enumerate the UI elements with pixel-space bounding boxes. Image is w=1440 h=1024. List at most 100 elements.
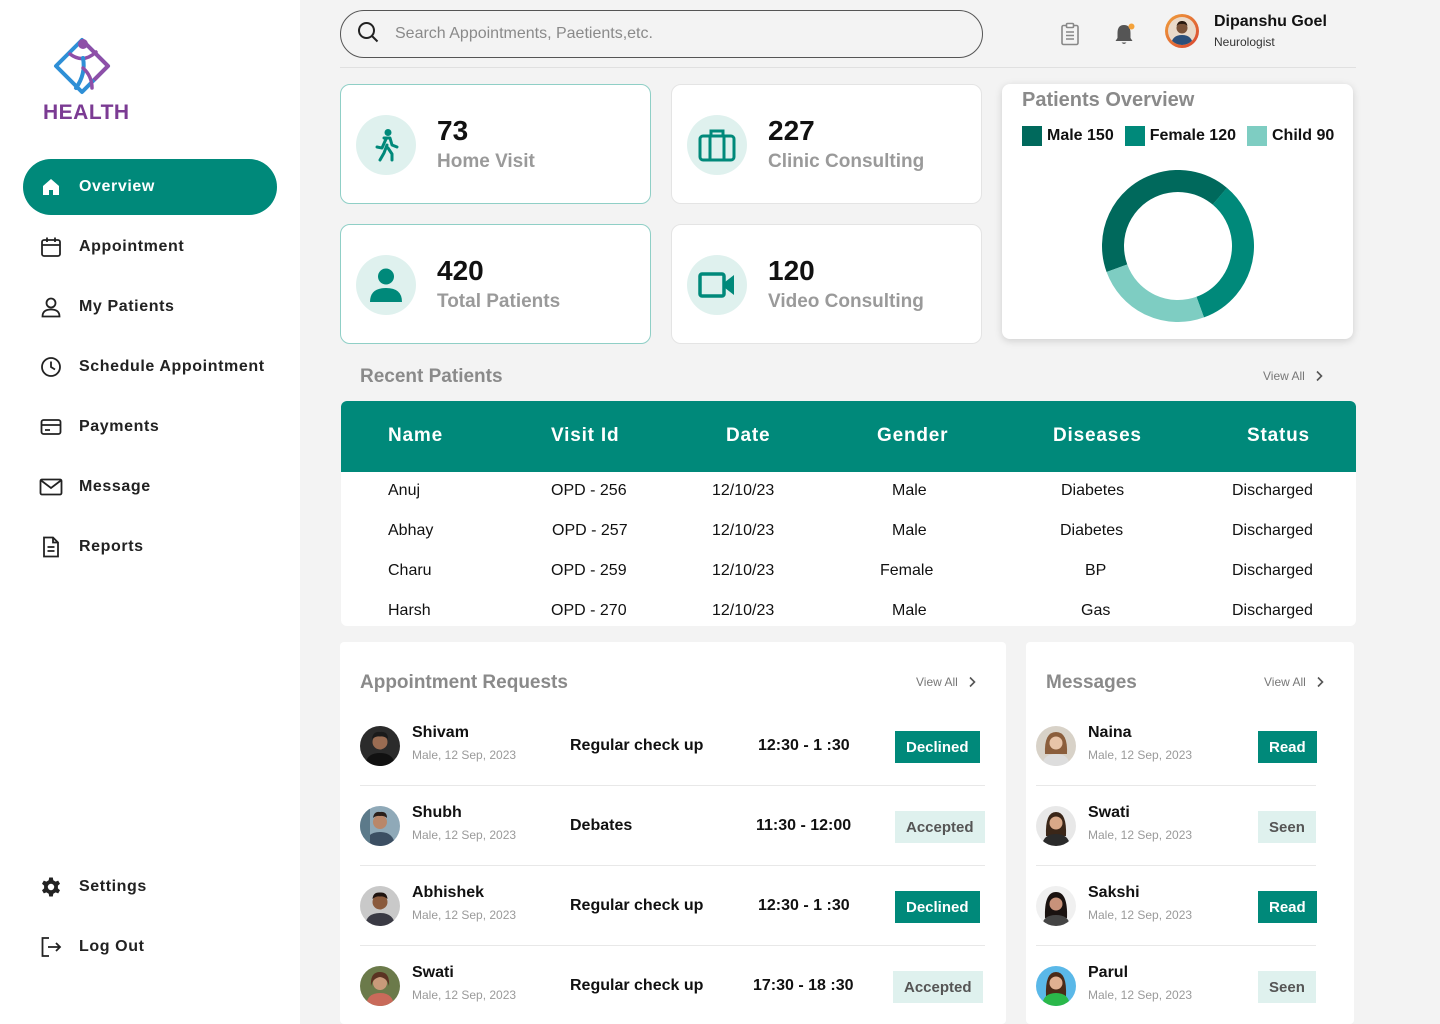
patient-details: Male, 12 Sep, 2023	[412, 908, 517, 922]
patient-details: Male, 12 Sep, 2023	[412, 748, 517, 762]
column-header[interactable]: Gender	[877, 425, 949, 446]
message-status-badge[interactable]: Seen	[1258, 971, 1316, 1003]
message-status-badge[interactable]: Seen	[1258, 811, 1316, 843]
patient-name: Shivam	[412, 724, 469, 741]
column-header[interactable]: Visit Id	[551, 425, 620, 446]
messages-view-all-link[interactable]: View All	[1264, 675, 1324, 689]
briefcase-icon	[687, 115, 747, 175]
clipboard-icon[interactable]	[1058, 22, 1082, 46]
appointment-time: 11:30 - 12:00	[756, 817, 852, 834]
message-item[interactable]: Swati Male, 12 Sep, 2023 Seen	[1036, 786, 1336, 866]
brand-logo[interactable]: HEALTH	[40, 34, 130, 126]
document-icon	[39, 535, 63, 559]
column-header[interactable]: Status	[1247, 425, 1310, 446]
stat-card-video-consulting[interactable]: 120 Video Consulting	[671, 224, 982, 344]
cell-date: 12/10/23	[712, 602, 775, 619]
stat-value: 227	[768, 115, 815, 146]
stat-label: Video Consulting	[768, 291, 924, 312]
chart-legend: Male 150 Female 120 Child 90	[1022, 126, 1345, 146]
appointment-time: 12:30 - 1 :30	[758, 737, 850, 754]
legend-swatch	[1247, 126, 1267, 146]
list-item[interactable]: Swati Male, 12 Sep, 2023 Regular check u…	[360, 946, 985, 1024]
divider	[1036, 785, 1316, 786]
nav-item-reports[interactable]: Reports	[23, 519, 277, 575]
cell-visit-id: OPD - 270	[551, 602, 627, 619]
message-status-badge[interactable]: Read	[1258, 891, 1317, 923]
message-status-badge[interactable]: Read	[1258, 731, 1317, 763]
status-badge[interactable]: Accepted	[893, 971, 983, 1003]
cell-visit-id: OPD - 256	[551, 482, 627, 499]
view-all-label: View All	[1263, 369, 1305, 383]
cell-name: Anuj	[388, 482, 421, 499]
appointment-type: Regular check up	[570, 897, 704, 914]
status-badge[interactable]: Declined	[895, 891, 980, 923]
status-badge[interactable]: Declined	[895, 731, 980, 763]
cell-disease: Gas	[1081, 602, 1111, 619]
message-item[interactable]: Sakshi Male, 12 Sep, 2023 Read	[1036, 866, 1336, 946]
stat-value: 120	[768, 255, 815, 286]
header-divider	[340, 67, 1356, 68]
avatar	[360, 726, 400, 766]
recent-patients-title: Recent Patients	[360, 366, 503, 387]
column-header[interactable]: Date	[726, 425, 771, 446]
column-header[interactable]: Diseases	[1053, 425, 1142, 446]
card-icon	[39, 415, 63, 439]
cell-status: Discharged	[1232, 562, 1313, 579]
user-icon	[39, 295, 63, 319]
table-row[interactable]: Anuj OPD - 256 12/10/23 Male Diabetes Di…	[341, 472, 1356, 512]
nav-item-logout[interactable]: Log Out	[23, 919, 277, 975]
table-row[interactable]: Charu OPD - 259 12/10/23 Female BP Disch…	[341, 552, 1356, 592]
nav-item-overview[interactable]: Overview	[23, 159, 277, 215]
list-item[interactable]: Shubh Male, 12 Sep, 2023 Debates 11:30 -…	[360, 786, 985, 866]
nav-item-schedule-appointment[interactable]: Schedule Appointment	[23, 339, 277, 395]
legend-item-child: Child 90	[1247, 126, 1334, 146]
user-avatar[interactable]	[1165, 14, 1199, 48]
cell-status: Discharged	[1232, 482, 1313, 499]
stat-card-home-visit[interactable]: 73 Home Visit	[340, 84, 651, 204]
cell-name: Abhay	[388, 522, 434, 539]
messages-title: Messages	[1046, 672, 1137, 693]
nav-item-appointment[interactable]: Appointment	[23, 219, 277, 275]
nav-item-payments[interactable]: Payments	[23, 399, 277, 455]
nav-label: Payments	[79, 418, 160, 435]
message-item[interactable]: Naina Male, 12 Sep, 2023 Read	[1036, 706, 1336, 786]
calendar-icon	[39, 235, 63, 259]
status-badge[interactable]: Accepted	[895, 811, 985, 843]
person-icon	[356, 255, 416, 315]
table-row[interactable]: Harsh OPD - 270 12/10/23 Male Gas Discha…	[341, 592, 1356, 626]
nav-item-message[interactable]: Message	[23, 459, 277, 515]
legend-item-female: Female 120	[1124, 126, 1236, 146]
user-role: Neurologist	[1214, 35, 1275, 49]
appointment-requests-title: Appointment Requests	[360, 672, 568, 693]
nav-item-settings[interactable]: Settings	[23, 859, 277, 915]
nav-item-my-patients[interactable]: My Patients	[23, 279, 277, 335]
requests-view-all-link[interactable]: View All	[916, 675, 976, 689]
column-header[interactable]: Name	[388, 425, 443, 446]
logo-icon	[54, 38, 110, 94]
list-item[interactable]: Shivam Male, 12 Sep, 2023 Regular check …	[360, 706, 985, 786]
sender-name: Naina	[1088, 724, 1132, 741]
search-bar[interactable]	[340, 10, 983, 58]
nav-label: Schedule Appointment	[79, 358, 265, 375]
cell-gender: Male	[892, 482, 927, 499]
avatar	[1036, 726, 1076, 766]
bell-icon[interactable]	[1112, 22, 1136, 46]
search-input[interactable]	[395, 25, 955, 43]
video-icon	[687, 255, 747, 315]
message-item[interactable]: Parul Male, 12 Sep, 2023 Seen	[1036, 946, 1336, 1024]
chevron-right-icon	[1317, 676, 1324, 688]
patients-overview-card: Patients Overview Male 150 Female 120 Ch…	[1002, 84, 1353, 339]
recent-view-all-link[interactable]: View All	[1263, 369, 1323, 383]
avatar	[360, 806, 400, 846]
stat-card-total-patients[interactable]: 420 Total Patients	[340, 224, 651, 344]
cell-date: 12/10/23	[712, 522, 775, 539]
cell-gender: Male	[892, 522, 927, 539]
list-item[interactable]: Abhishek Male, 12 Sep, 2023 Regular chec…	[360, 866, 985, 946]
nav-label: Appointment	[79, 238, 185, 255]
stat-card-clinic-consulting[interactable]: 227 Clinic Consulting	[671, 84, 982, 204]
home-icon	[39, 175, 63, 199]
appointment-time: 12:30 - 1 :30	[758, 897, 850, 914]
sender-details: Male, 12 Sep, 2023	[1088, 908, 1193, 922]
table-row[interactable]: Abhay OPD - 257 12/10/23 Male Diabetes D…	[341, 512, 1356, 552]
sidebar-bottom-nav: Settings Log Out	[23, 859, 277, 979]
